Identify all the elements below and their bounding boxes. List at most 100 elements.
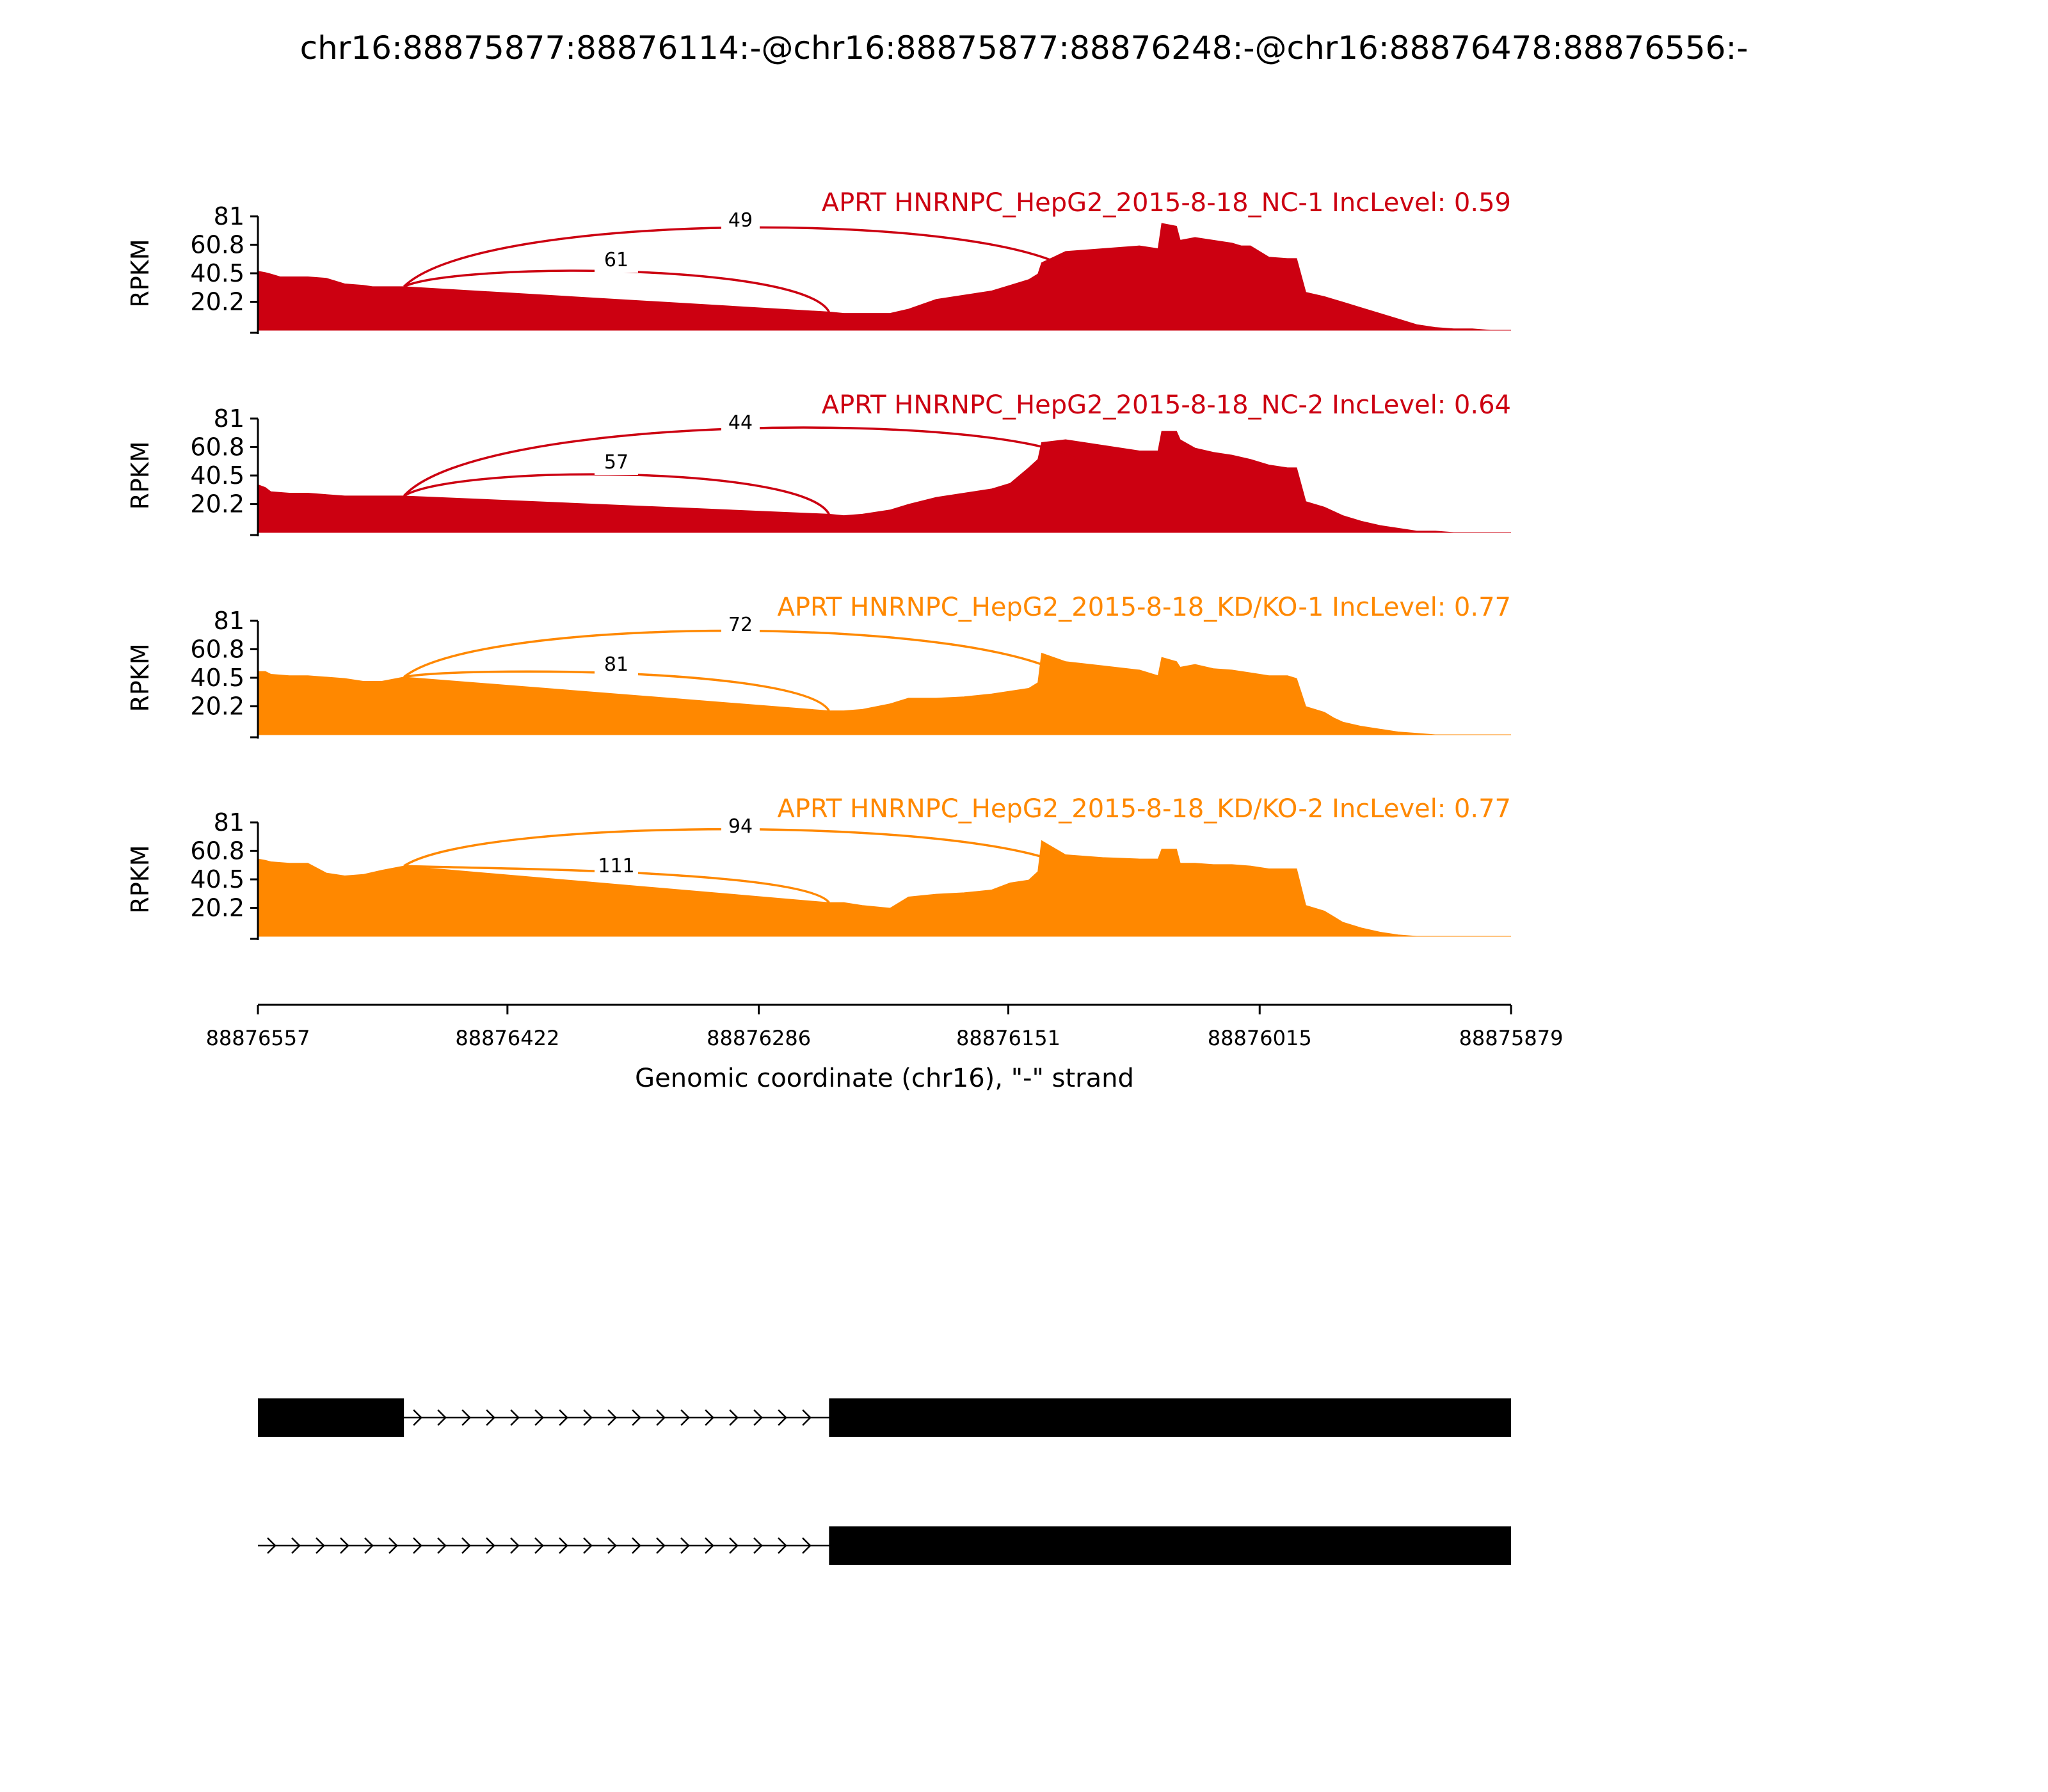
skipping-count-bg — [595, 655, 638, 677]
coverage-area — [257, 431, 1511, 533]
coverage-area — [257, 223, 1511, 331]
y-tick-label: 60.8 — [190, 230, 244, 259]
skipping-junction-count: 57 — [604, 451, 628, 474]
strand-chevron — [486, 1409, 495, 1426]
skipping-junction-count: 81 — [604, 653, 628, 676]
inclusion-count-bg — [721, 413, 760, 435]
y-tick-label: 81 — [214, 607, 244, 635]
strand-chevron — [461, 1537, 471, 1554]
strand-chevron — [729, 1537, 739, 1554]
inclusion-count-bg — [721, 616, 760, 637]
y-tick-label: 81 — [214, 202, 244, 230]
strand-chevron — [461, 1409, 471, 1426]
strand-chevron — [583, 1537, 593, 1554]
strand-chevron — [705, 1409, 714, 1426]
strand-chevron — [559, 1409, 568, 1426]
strand-chevron — [316, 1537, 325, 1554]
exon-block — [829, 1398, 1511, 1437]
y-tick-label: 20.2 — [190, 288, 244, 316]
strand-chevron — [534, 1537, 544, 1554]
strand-chevron — [510, 1537, 520, 1554]
coverage-area — [257, 652, 1511, 735]
strand-chevron — [437, 1537, 447, 1554]
strand-chevron — [340, 1537, 349, 1554]
strand-chevron — [656, 1409, 666, 1426]
x-tick-label: 88876151 — [956, 1026, 1060, 1050]
strand-chevron — [291, 1537, 301, 1554]
y-tick-label: 40.5 — [190, 664, 244, 692]
isoform-track — [258, 1526, 1511, 1565]
y-tick-label: 60.8 — [190, 433, 244, 461]
sample-label: APRT HNRNPC_HepG2_2015-8-18_NC-2 IncLeve… — [822, 390, 1511, 420]
y-tick-label: 40.5 — [190, 461, 244, 490]
x-tick-label: 88875879 — [1459, 1026, 1564, 1050]
strand-chevron — [486, 1537, 495, 1554]
strand-chevron — [802, 1409, 812, 1426]
inclusion-junction-arc — [403, 226, 1078, 288]
x-axis: 88876557 88876422 88876286 88876151 88876015… — [206, 1004, 1564, 1093]
strand-chevron — [388, 1537, 398, 1554]
strand-chevron — [753, 1409, 763, 1426]
isoform-track — [258, 1398, 1511, 1437]
y-tick-label: 20.2 — [190, 894, 244, 922]
y-axis-label: RPKM — [126, 441, 154, 509]
x-axis-label: Genomic coordinate (chr16), "-" strand — [635, 1064, 1134, 1093]
gene-model — [258, 1398, 1511, 1565]
strand-chevron — [607, 1409, 617, 1426]
coverage-area — [257, 840, 1511, 937]
strand-chevron — [778, 1409, 787, 1426]
y-tick-label: 81 — [214, 404, 244, 433]
x-ticks: 88876557 88876422 88876286 88876151 88876015… — [206, 1005, 1564, 1050]
x-tick-label: 88876015 — [1208, 1026, 1312, 1050]
strand-chevron — [534, 1409, 544, 1426]
y-axis-label: RPKM — [126, 239, 154, 307]
x-tick-label: 88876286 — [707, 1026, 811, 1050]
inclusion-junction-arc — [403, 426, 1078, 497]
inclusion-count-bg — [721, 211, 760, 233]
strand-chevron — [413, 1409, 422, 1426]
inclusion-junction-count: 72 — [728, 614, 753, 636]
strand-chevron — [802, 1537, 812, 1554]
exon-block — [829, 1526, 1511, 1565]
y-tick-label: 40.5 — [190, 259, 244, 287]
sample-label: APRT HNRNPC_HepG2_2015-8-18_NC-1 IncLeve… — [822, 188, 1511, 218]
y-tick-label: 20.2 — [190, 490, 244, 518]
x-tick-label: 88876422 — [455, 1026, 559, 1050]
strand-chevron — [753, 1537, 763, 1554]
x-tick-label: 88876557 — [206, 1026, 310, 1050]
skipping-junction-count: 111 — [598, 855, 634, 877]
skipping-junction-count: 61 — [604, 249, 628, 271]
y-tick-label: 40.5 — [190, 865, 244, 893]
sample-label: APRT HNRNPC_HepG2_2015-8-18_KD/KO-2 IncL… — [777, 794, 1511, 824]
y-tick-label: 60.8 — [190, 836, 244, 865]
exon-block — [258, 1398, 404, 1437]
strand-chevron — [705, 1537, 714, 1554]
inclusion-junction-arc — [403, 629, 1078, 684]
y-tick-label: 20.2 — [190, 692, 244, 721]
strand-chevron — [510, 1409, 520, 1426]
strand-chevron — [583, 1409, 593, 1426]
sample-label: APRT HNRNPC_HepG2_2015-8-18_KD/KO-1 IncL… — [777, 593, 1511, 622]
y-axis-label: RPKM — [126, 643, 154, 712]
inclusion-junction-count: 49 — [728, 209, 753, 232]
strand-chevron — [729, 1409, 739, 1426]
skipping-count-bg — [595, 251, 638, 273]
y-tick-label: 60.8 — [190, 635, 244, 663]
y-axis-label: RPKM — [126, 845, 154, 913]
chart-title: chr16:88875877:88876114:-@chr16:88875877… — [300, 29, 1748, 67]
strand-chevron — [437, 1409, 447, 1426]
strand-chevron — [267, 1537, 276, 1554]
strand-chevron — [559, 1537, 568, 1554]
inclusion-junction-count: 44 — [728, 412, 753, 434]
strand-chevron — [364, 1537, 374, 1554]
strand-chevron — [656, 1537, 666, 1554]
strand-chevron — [632, 1537, 641, 1554]
strand-chevron — [778, 1537, 787, 1554]
strand-chevron — [632, 1409, 641, 1426]
strand-chevron — [680, 1409, 690, 1426]
